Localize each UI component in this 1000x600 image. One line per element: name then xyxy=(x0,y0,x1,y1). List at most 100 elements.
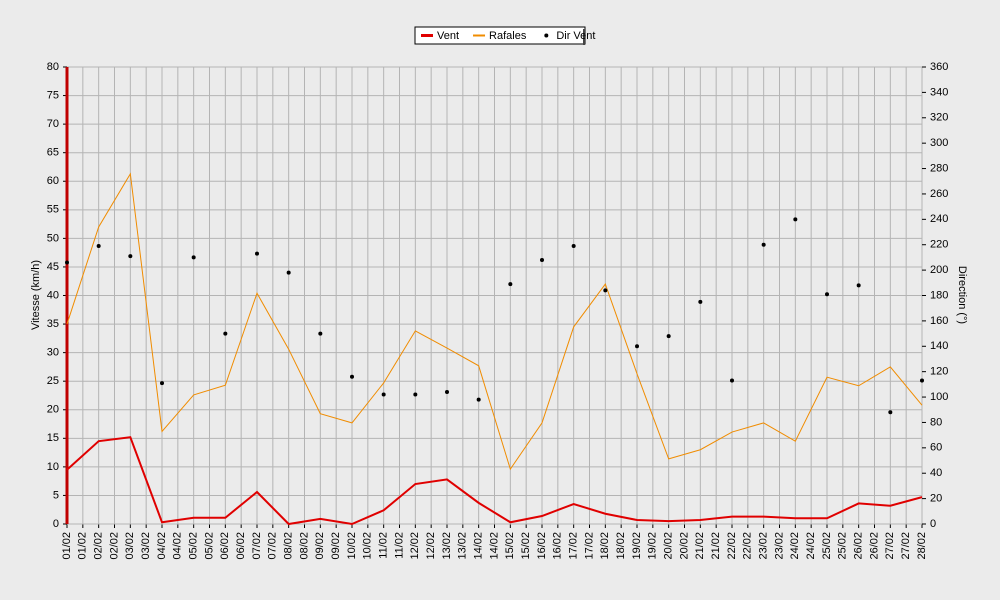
x-tick-label: 05/02 xyxy=(203,532,215,560)
x-tick-label: 28/02 xyxy=(916,532,928,560)
legend-symbol xyxy=(544,33,549,38)
x-tick-label: 03/02 xyxy=(124,532,136,560)
y2-tick-label: 100 xyxy=(930,391,948,403)
x-tick-label: 01/02 xyxy=(61,532,73,560)
y-tick-label: 50 xyxy=(47,232,59,244)
x-tick-label: 27/02 xyxy=(884,532,896,560)
y-tick-label: 0 xyxy=(53,518,59,530)
y-tick-label: 10 xyxy=(47,461,59,473)
y-tick-label: 60 xyxy=(47,175,59,187)
x-tick-label: 06/02 xyxy=(235,532,247,560)
direction-dot xyxy=(603,288,608,293)
x-tick-label: 19/02 xyxy=(647,532,659,560)
direction-dot xyxy=(413,392,418,397)
x-tick-label: 09/02 xyxy=(314,532,326,560)
y2-tick-label: 180 xyxy=(930,289,948,301)
legend-label: Dir Vent xyxy=(556,30,595,42)
x-tick-label: 13/02 xyxy=(441,532,453,560)
y2-tick-label: 160 xyxy=(930,315,948,327)
direction-dot xyxy=(318,331,323,336)
x-tick-label: 09/02 xyxy=(330,532,342,560)
y2-tick-label: 280 xyxy=(930,162,948,174)
x-tick-label: 12/02 xyxy=(409,532,421,560)
series-line xyxy=(66,172,923,471)
direction-dot xyxy=(666,334,671,339)
y-tick-label: 40 xyxy=(47,289,59,301)
x-tick-label: 01/02 xyxy=(77,532,89,560)
y2-tick-label: 220 xyxy=(930,239,948,251)
x-tick-label: 23/02 xyxy=(758,532,770,560)
x-tick-label: 15/02 xyxy=(520,532,532,560)
direction-dot xyxy=(96,243,101,248)
x-tick-label: 08/02 xyxy=(283,532,295,560)
y2-tick-label: 20 xyxy=(930,493,942,505)
x-tick-label: 08/02 xyxy=(298,532,310,560)
direction-dot xyxy=(223,331,228,336)
y-tick-label: 45 xyxy=(47,261,59,273)
x-tick-label: 04/02 xyxy=(156,532,168,560)
x-tick-label: 16/02 xyxy=(552,532,564,560)
series-line xyxy=(66,436,923,526)
direction-dot xyxy=(508,282,513,287)
direction-dot xyxy=(571,243,576,248)
x-tick-label: 14/02 xyxy=(488,532,500,560)
direction-dot xyxy=(476,397,481,402)
x-tick-label: 21/02 xyxy=(694,532,706,560)
direction-dot xyxy=(856,283,861,288)
y-axis-label: Vitesse (km/h) xyxy=(30,260,42,330)
x-tick-label: 25/02 xyxy=(821,532,833,560)
x-tick-label: 07/02 xyxy=(251,532,263,560)
x-tick-label: 11/02 xyxy=(393,532,405,559)
x-tick-label: 21/02 xyxy=(710,532,722,560)
x-tick-label: 24/02 xyxy=(789,532,801,560)
direction-dot xyxy=(381,392,386,397)
direction-dot xyxy=(793,217,798,222)
x-tick-label: 06/02 xyxy=(219,532,231,560)
x-tick-label: 19/02 xyxy=(631,532,643,560)
x-tick-label: 22/02 xyxy=(742,532,754,560)
y2-tick-label: 200 xyxy=(930,264,948,276)
direction-dot xyxy=(350,374,354,379)
y2-tick-label: 360 xyxy=(930,61,948,73)
direction-dot xyxy=(65,260,69,265)
y-tick-label: 55 xyxy=(47,204,59,216)
direction-dot xyxy=(128,254,133,259)
x-tick-label: 22/02 xyxy=(726,532,738,560)
direction-dot xyxy=(191,255,196,260)
y-tick-label: 80 xyxy=(47,61,59,73)
y2-tick-label: 120 xyxy=(930,366,948,378)
x-tick-label: 26/02 xyxy=(868,532,880,560)
x-tick-label: 02/02 xyxy=(93,532,105,560)
direction-dot xyxy=(825,292,829,297)
x-tick-label: 14/02 xyxy=(473,532,485,560)
y-tick-label: 25 xyxy=(47,375,59,387)
y-tick-label: 35 xyxy=(47,318,59,330)
x-tick-label: 12/02 xyxy=(425,532,437,560)
y2-tick-label: 40 xyxy=(930,467,942,479)
x-tick-label: 03/02 xyxy=(140,532,152,560)
y2-tick-label: 300 xyxy=(930,137,948,149)
x-tick-label: 27/02 xyxy=(900,532,912,560)
y2-tick-label: 340 xyxy=(930,86,948,98)
x-tick-label: 25/02 xyxy=(837,532,849,560)
x-tick-label: 07/02 xyxy=(267,532,279,560)
x-tick-label: 05/02 xyxy=(188,532,200,560)
direction-dot xyxy=(286,270,291,275)
y-tick-label: 20 xyxy=(47,404,59,416)
direction-dot xyxy=(160,381,164,386)
y2-axis-label: Direction (°) xyxy=(956,266,968,324)
y-tick-label: 70 xyxy=(47,118,59,130)
y2-tick-label: 320 xyxy=(930,112,948,124)
x-tick-label: 10/02 xyxy=(346,532,358,560)
x-tick-label: 13/02 xyxy=(457,532,469,560)
y-tick-label: 30 xyxy=(47,347,59,359)
direction-dot xyxy=(445,389,449,394)
x-tick-label: 10/02 xyxy=(362,532,374,560)
x-tick-label: 15/02 xyxy=(504,532,516,560)
x-tick-label: 23/02 xyxy=(773,532,785,560)
direction-dot xyxy=(635,344,639,349)
direction-dot xyxy=(730,378,734,383)
direction-dot xyxy=(888,410,893,415)
x-tick-label: 17/02 xyxy=(568,532,580,560)
